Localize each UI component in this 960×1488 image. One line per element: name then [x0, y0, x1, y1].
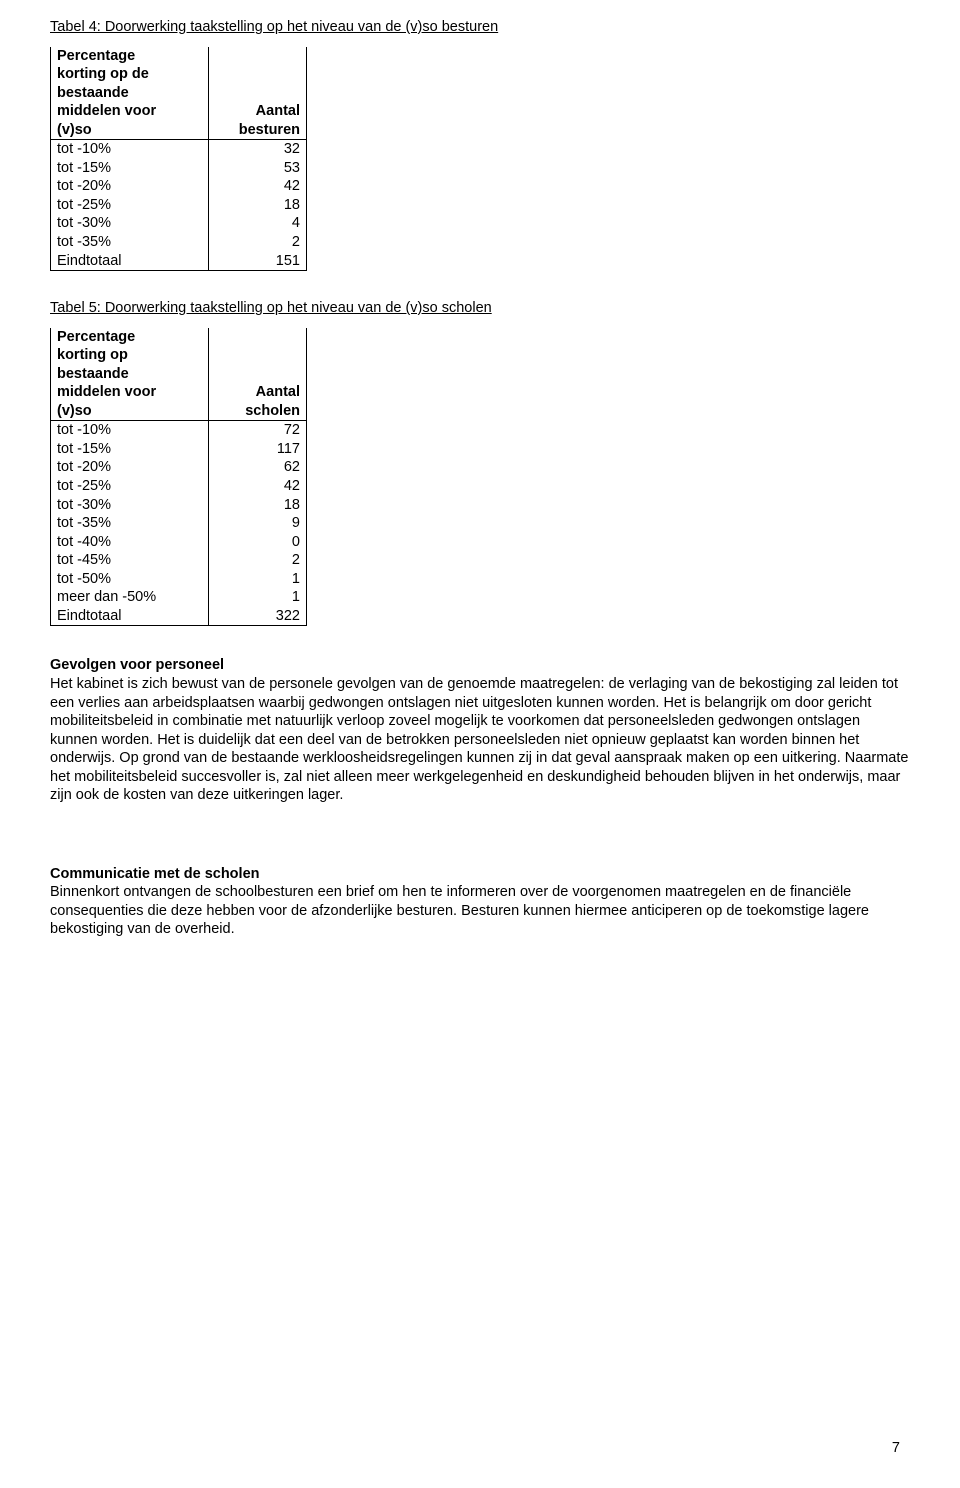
table4-title: Tabel 4: Doorwerking taakstelling op het… — [50, 18, 910, 37]
table4-header-col1: Percentagekorting op debestaandemiddelen… — [51, 47, 209, 140]
table-cell-value: 42 — [209, 477, 307, 496]
table-cell-label: tot -10% — [51, 421, 209, 440]
table-cell-label: tot -25% — [51, 477, 209, 496]
table-cell-value: 1 — [209, 588, 307, 607]
table-cell-label: tot -25% — [51, 196, 209, 215]
table-cell-label: tot -20% — [51, 177, 209, 196]
table-row: tot -20%62 — [51, 458, 307, 477]
table5-title: Tabel 5: Doorwerking taakstelling op het… — [50, 299, 910, 318]
section2-body: Binnenkort ontvangen de schoolbesturen e… — [50, 883, 910, 939]
table-cell-value: 62 — [209, 458, 307, 477]
table-cell-label: Eindtotaal — [51, 252, 209, 271]
table-cell-value: 0 — [209, 533, 307, 552]
table-row: tot -10%72 — [51, 421, 307, 440]
section2-heading: Communicatie met de scholen — [50, 865, 910, 884]
table-row: Eindtotaal151 — [51, 252, 307, 271]
table5-header-col2: Aantalscholen — [209, 328, 307, 421]
table-cell-label: tot -30% — [51, 214, 209, 233]
table-row: Eindtotaal322 — [51, 607, 307, 626]
table4-header-col2: Aantalbesturen — [209, 47, 307, 140]
table-cell-label: tot -40% — [51, 533, 209, 552]
section1-body: Het kabinet is zich bewust van de person… — [50, 675, 910, 805]
table-row: tot -40%0 — [51, 533, 307, 552]
table-cell-value: 322 — [209, 607, 307, 626]
table-row: tot -30%18 — [51, 496, 307, 515]
table-cell-label: tot -30% — [51, 496, 209, 515]
table-row: tot -50%1 — [51, 570, 307, 589]
table-cell-value: 2 — [209, 551, 307, 570]
table5: Percentagekorting opbestaandemiddelen vo… — [50, 328, 307, 627]
table-cell-value: 53 — [209, 159, 307, 178]
table-cell-label: tot -45% — [51, 551, 209, 570]
table-cell-value: 117 — [209, 440, 307, 459]
table-row: tot -10%32 — [51, 140, 307, 159]
table-row: tot -25%42 — [51, 477, 307, 496]
table-cell-value: 42 — [209, 177, 307, 196]
section1-heading: Gevolgen voor personeel — [50, 656, 910, 675]
page-number: 7 — [892, 1439, 900, 1458]
table-cell-label: tot -15% — [51, 440, 209, 459]
table5-header-col1: Percentagekorting opbestaandemiddelen vo… — [51, 328, 209, 421]
table-cell-label: tot -20% — [51, 458, 209, 477]
table-cell-value: 9 — [209, 514, 307, 533]
table-cell-label: tot -50% — [51, 570, 209, 589]
table-row: tot -45%2 — [51, 551, 307, 570]
table-cell-value: 18 — [209, 196, 307, 215]
table-row: tot -20%42 — [51, 177, 307, 196]
table-cell-label: meer dan -50% — [51, 588, 209, 607]
table-cell-value: 18 — [209, 496, 307, 515]
table-row: tot -15%53 — [51, 159, 307, 178]
table-row: tot -35%2 — [51, 233, 307, 252]
document-page: Tabel 4: Doorwerking taakstelling op het… — [0, 0, 960, 1488]
table5-header-row: Percentagekorting opbestaandemiddelen vo… — [51, 328, 307, 421]
table-cell-label: tot -35% — [51, 233, 209, 252]
table-cell-label: tot -35% — [51, 514, 209, 533]
table-row: tot -30%4 — [51, 214, 307, 233]
table-cell-label: Eindtotaal — [51, 607, 209, 626]
table-cell-value: 32 — [209, 140, 307, 159]
table-row: tot -35%9 — [51, 514, 307, 533]
table-cell-label: tot -15% — [51, 159, 209, 178]
table-cell-value: 1 — [209, 570, 307, 589]
table4: Percentagekorting op debestaandemiddelen… — [50, 47, 307, 272]
table-cell-label: tot -10% — [51, 140, 209, 159]
table-cell-value: 151 — [209, 252, 307, 271]
table4-header-row: Percentagekorting op debestaandemiddelen… — [51, 47, 307, 140]
table-cell-value: 4 — [209, 214, 307, 233]
table-row: tot -15%117 — [51, 440, 307, 459]
table-cell-value: 72 — [209, 421, 307, 440]
table-cell-value: 2 — [209, 233, 307, 252]
table-row: tot -25%18 — [51, 196, 307, 215]
table-row: meer dan -50%1 — [51, 588, 307, 607]
